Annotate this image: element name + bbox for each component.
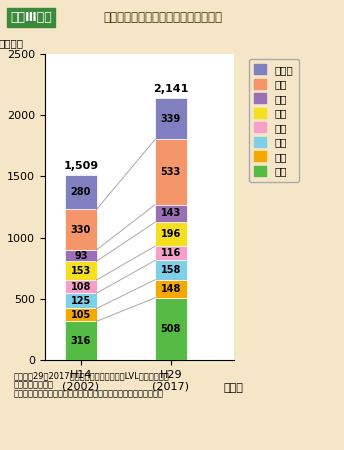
Text: 280: 280 [71,187,91,197]
Bar [65,261,97,280]
Bar [65,293,97,308]
Text: 用素材を含む。: 用素材を含む。 [14,380,54,389]
Text: 資料Ⅲ－４: 資料Ⅲ－４ [10,11,52,24]
Bar [65,209,97,250]
Bar [65,250,97,261]
Text: 116: 116 [161,248,181,258]
Text: （年）: （年） [223,383,243,393]
Text: 93: 93 [74,251,87,261]
Legend: 北海道, 東北, 関東, 中部, 近畿, 中国, 四国, 九州: 北海道, 東北, 関東, 中部, 近畿, 中国, 四国, 九州 [249,59,299,182]
Text: 508: 508 [161,324,181,334]
Text: 国産材の素材生産量（地域別）の推移: 国産材の素材生産量（地域別）の推移 [103,11,222,24]
Text: 105: 105 [71,310,91,320]
Text: 153: 153 [71,266,91,275]
Text: 316: 316 [71,336,91,346]
Bar [65,280,97,293]
Bar [155,222,186,246]
Text: 143: 143 [161,208,181,218]
Bar [65,308,97,321]
Bar [155,205,186,222]
Bar [155,298,186,360]
Bar [155,246,186,261]
Text: 注：平成29（2017）年値から素材生産量にLVL用の単板製造: 注：平成29（2017）年値から素材生産量にLVL用の単板製造 [14,371,170,380]
Text: 339: 339 [161,114,181,124]
Bar [155,261,186,280]
Bar [155,98,186,140]
Bar [155,280,186,298]
Bar [65,321,97,360]
Text: 148: 148 [161,284,181,294]
Text: 資料：農林水産省「木材需給報告書」の結果を基に林野庁で集計。: 資料：農林水産省「木材需給報告書」の結果を基に林野庁で集計。 [14,389,164,398]
Text: 158: 158 [161,265,181,275]
Bar [155,140,186,205]
Text: 330: 330 [71,225,91,234]
Y-axis label: （万㎥）: （万㎥） [0,38,23,48]
Text: 1,509: 1,509 [63,161,98,171]
Text: 2,141: 2,141 [153,84,189,94]
Text: 533: 533 [161,167,181,177]
Bar [65,175,97,209]
Text: 196: 196 [161,229,181,239]
Text: 108: 108 [71,282,91,292]
Text: 125: 125 [71,296,91,306]
